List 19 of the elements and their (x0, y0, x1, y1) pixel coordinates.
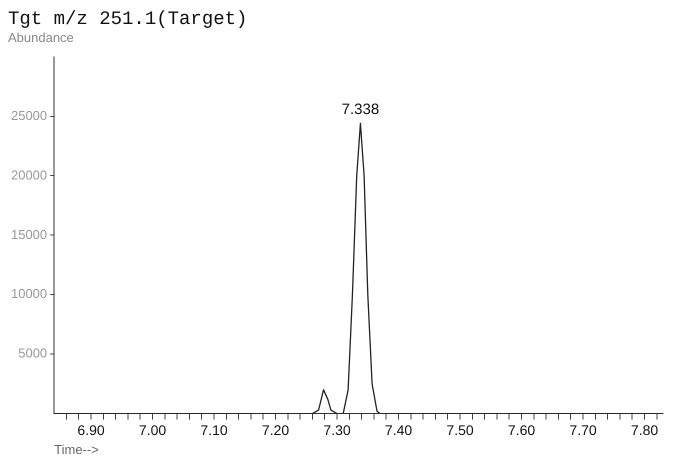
y-tick-label: 25000 (10, 108, 48, 123)
y-tick-label: 20000 (10, 167, 48, 182)
x-axis-title: Time--> (54, 442, 99, 457)
x-tick-label: 7.30 (323, 422, 351, 438)
y-tick-label: 5000 (18, 346, 48, 361)
x-tick-label: 7.00 (138, 422, 166, 438)
y-tick-label: 15000 (10, 226, 48, 242)
x-tick-label: 6.90 (77, 422, 105, 438)
x-tick-label: 7.60 (508, 422, 536, 438)
chart-title: Tgt m/z 251.1(Target) (8, 8, 248, 30)
annotation: 7.338 (342, 101, 380, 118)
x-tick-label: 7.20 (262, 422, 290, 438)
x-tick-label: 7.10 (200, 422, 228, 438)
y-tick-label: 10000 (10, 286, 48, 302)
x-tick-label: 7.50 (446, 422, 474, 438)
x-tick-label: 7.80 (630, 422, 658, 438)
y-axis-title: Abundance (8, 30, 75, 46)
x-tick-label: 7.40 (384, 422, 412, 438)
x-tick-label: 7.70 (569, 422, 597, 438)
